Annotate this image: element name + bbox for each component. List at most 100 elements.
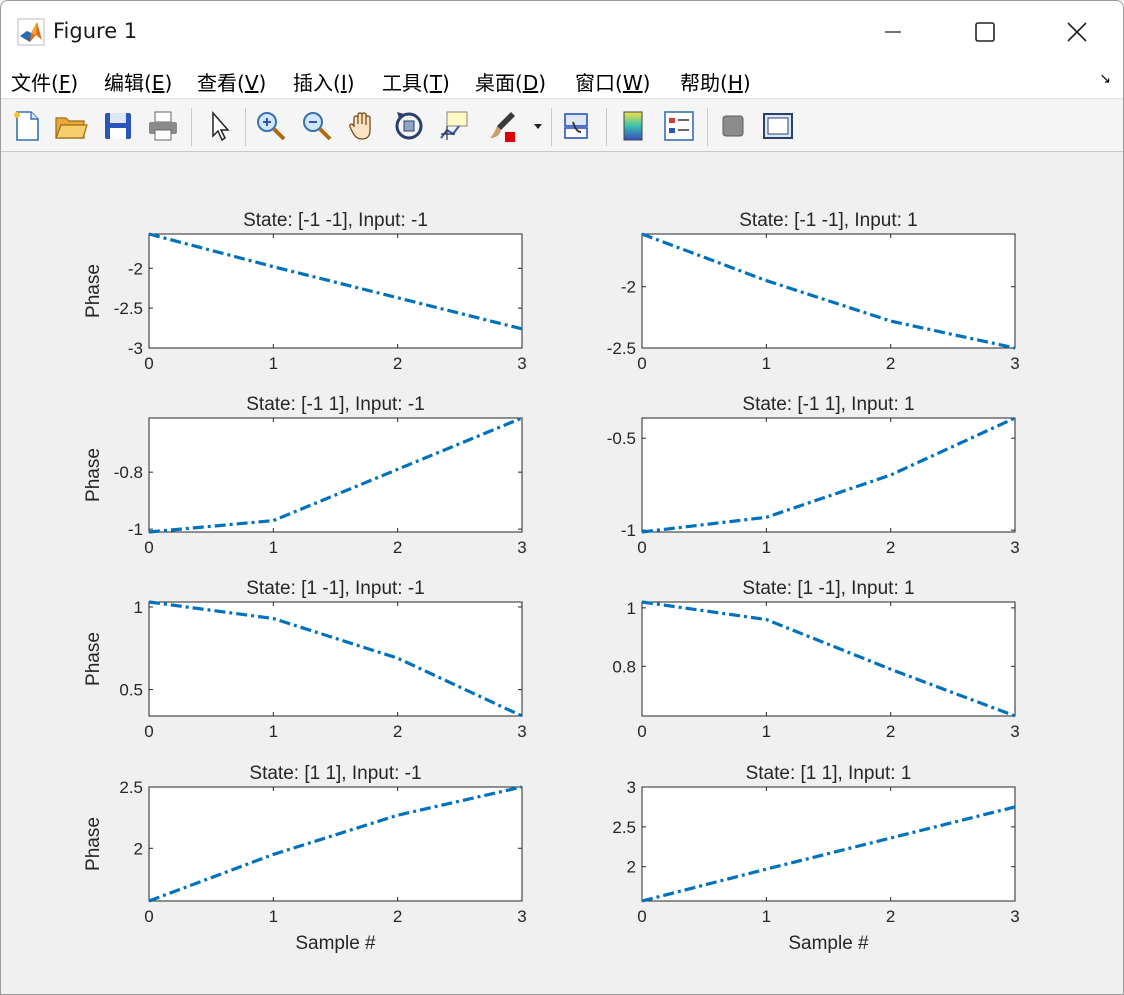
toolbar-separator [191,108,192,146]
subplot-title: State: [-1 -1], Input: -1 [243,210,428,231]
y-tick-label: -1 [128,520,143,539]
colorbar-icon[interactable] [615,108,651,144]
menu-view[interactable]: 查看(V) [197,71,267,95]
x-tick-label: 3 [1010,538,1019,557]
hide-plot-tools-icon[interactable] [715,108,751,144]
rotate-3d-icon[interactable] [391,108,427,144]
subplot-title: State: [1 -1], Input: -1 [246,578,425,599]
y-tick-label: 0.8 [612,657,636,676]
axes-box [641,786,1016,902]
series-line [148,232,523,331]
pointer-icon[interactable] [201,108,237,144]
menu-desktop[interactable]: 桌面(D) [475,71,547,95]
menu-help[interactable]: 帮助(H) [680,71,751,95]
y-tick-label: -0.5 [607,429,636,448]
y-tick-label: -2 [621,278,636,297]
subplot-title: State: [-1 -1], Input: 1 [739,210,918,231]
y-tick-label: 0.5 [119,681,143,700]
y-axis-label: Phase [83,448,104,502]
chevron-down-icon[interactable] [532,120,544,132]
save-icon[interactable] [100,108,136,144]
figure-toolbar [1,100,1123,152]
x-tick-label: 3 [517,354,526,373]
close-button[interactable] [1031,1,1123,63]
x-tick-label: 0 [637,354,646,373]
y-tick-label: 2.5 [119,778,143,797]
series-line [148,600,523,718]
axes-box [641,233,1016,349]
dock-figure-arrow-icon[interactable]: ↘ [1099,71,1111,87]
x-tick-label: 0 [144,907,153,926]
y-axis-label: Phase [83,264,104,318]
title-bar: Figure 1 [1,1,1123,63]
maximize-button[interactable] [939,1,1031,63]
menu-file[interactable]: 文件(F) [11,71,79,95]
axes-box [148,786,523,902]
x-tick-label: 0 [144,538,153,557]
toolbar-separator [245,108,246,146]
x-tick-label: 1 [269,907,278,926]
menu-tools[interactable]: 工具(T) [382,71,450,95]
data-cursor-icon[interactable] [437,108,473,144]
subplot-title: State: [1 1], Input: -1 [249,763,421,784]
zoom-in-icon[interactable] [253,108,289,144]
y-tick-label: -2.5 [114,299,143,318]
menu-window[interactable]: 窗口(W) [575,71,651,95]
x-tick-label: 0 [637,722,646,741]
brush-icon[interactable] [485,108,521,144]
x-tick-label: 2 [886,907,895,926]
x-tick-label: 3 [517,722,526,741]
y-tick-label: 1 [134,598,143,617]
y-tick-label: -1 [621,521,636,540]
axes-box [148,601,523,717]
window-title: Figure 1 [53,19,138,43]
x-tick-label: 3 [1010,907,1019,926]
minimize-button[interactable] [847,1,939,63]
toolbar-separator [707,108,708,146]
maximize-icon [975,22,995,42]
y-tick-label: -2.5 [607,339,636,358]
show-plot-tools-icon[interactable] [760,108,796,144]
y-tick-label: -3 [128,339,143,358]
y-tick-label: 2.5 [612,818,636,837]
menu-edit[interactable]: 编辑(E) [104,71,173,95]
y-tick-label: -0.8 [114,463,143,482]
matlab-logo-icon [17,18,45,46]
x-tick-label: 2 [886,722,895,741]
toolbar-separator [551,108,552,146]
y-tick-label: 2 [134,839,143,858]
axes-box [641,601,1016,717]
x-tick-label: 1 [269,722,278,741]
menu-bar: 文件(F) 编辑(E) 查看(V) 插入(I) 工具(T) 桌面(D) 窗口(W… [1,63,1123,99]
series-line [641,600,1016,718]
menu-insert[interactable]: 插入(I) [293,71,355,95]
new-file-icon[interactable] [9,108,45,144]
x-tick-label: 2 [393,722,402,741]
minimize-icon [885,31,901,33]
x-tick-label: 2 [393,538,402,557]
y-axis-label: Phase [83,632,104,686]
subplot-title: State: [-1 1], Input: 1 [742,394,914,415]
y-tick-label: 1 [627,599,636,618]
open-folder-icon[interactable] [53,108,89,144]
x-tick-label: 3 [1010,354,1019,373]
x-axis-label: Sample # [295,933,376,954]
x-tick-label: 2 [393,907,402,926]
axes-box [148,233,523,349]
print-icon[interactable] [145,108,181,144]
x-tick-label: 1 [762,354,771,373]
x-tick-label: 0 [144,722,153,741]
series-line [641,416,1016,534]
y-axis-label: Phase [83,817,104,871]
pan-hand-icon[interactable] [345,108,381,144]
x-tick-label: 2 [393,354,402,373]
zoom-out-icon[interactable] [299,108,335,144]
x-tick-label: 1 [762,907,771,926]
x-tick-label: 0 [637,907,646,926]
axes-box [148,417,523,533]
link-plot-icon[interactable] [559,108,595,144]
x-tick-label: 0 [637,538,646,557]
legend-icon[interactable] [661,108,697,144]
subplot-grid: 0 1 2 3 -3 -2.5 -2 State: [-1 -1], Input: -1 Pha… [83,210,1020,954]
